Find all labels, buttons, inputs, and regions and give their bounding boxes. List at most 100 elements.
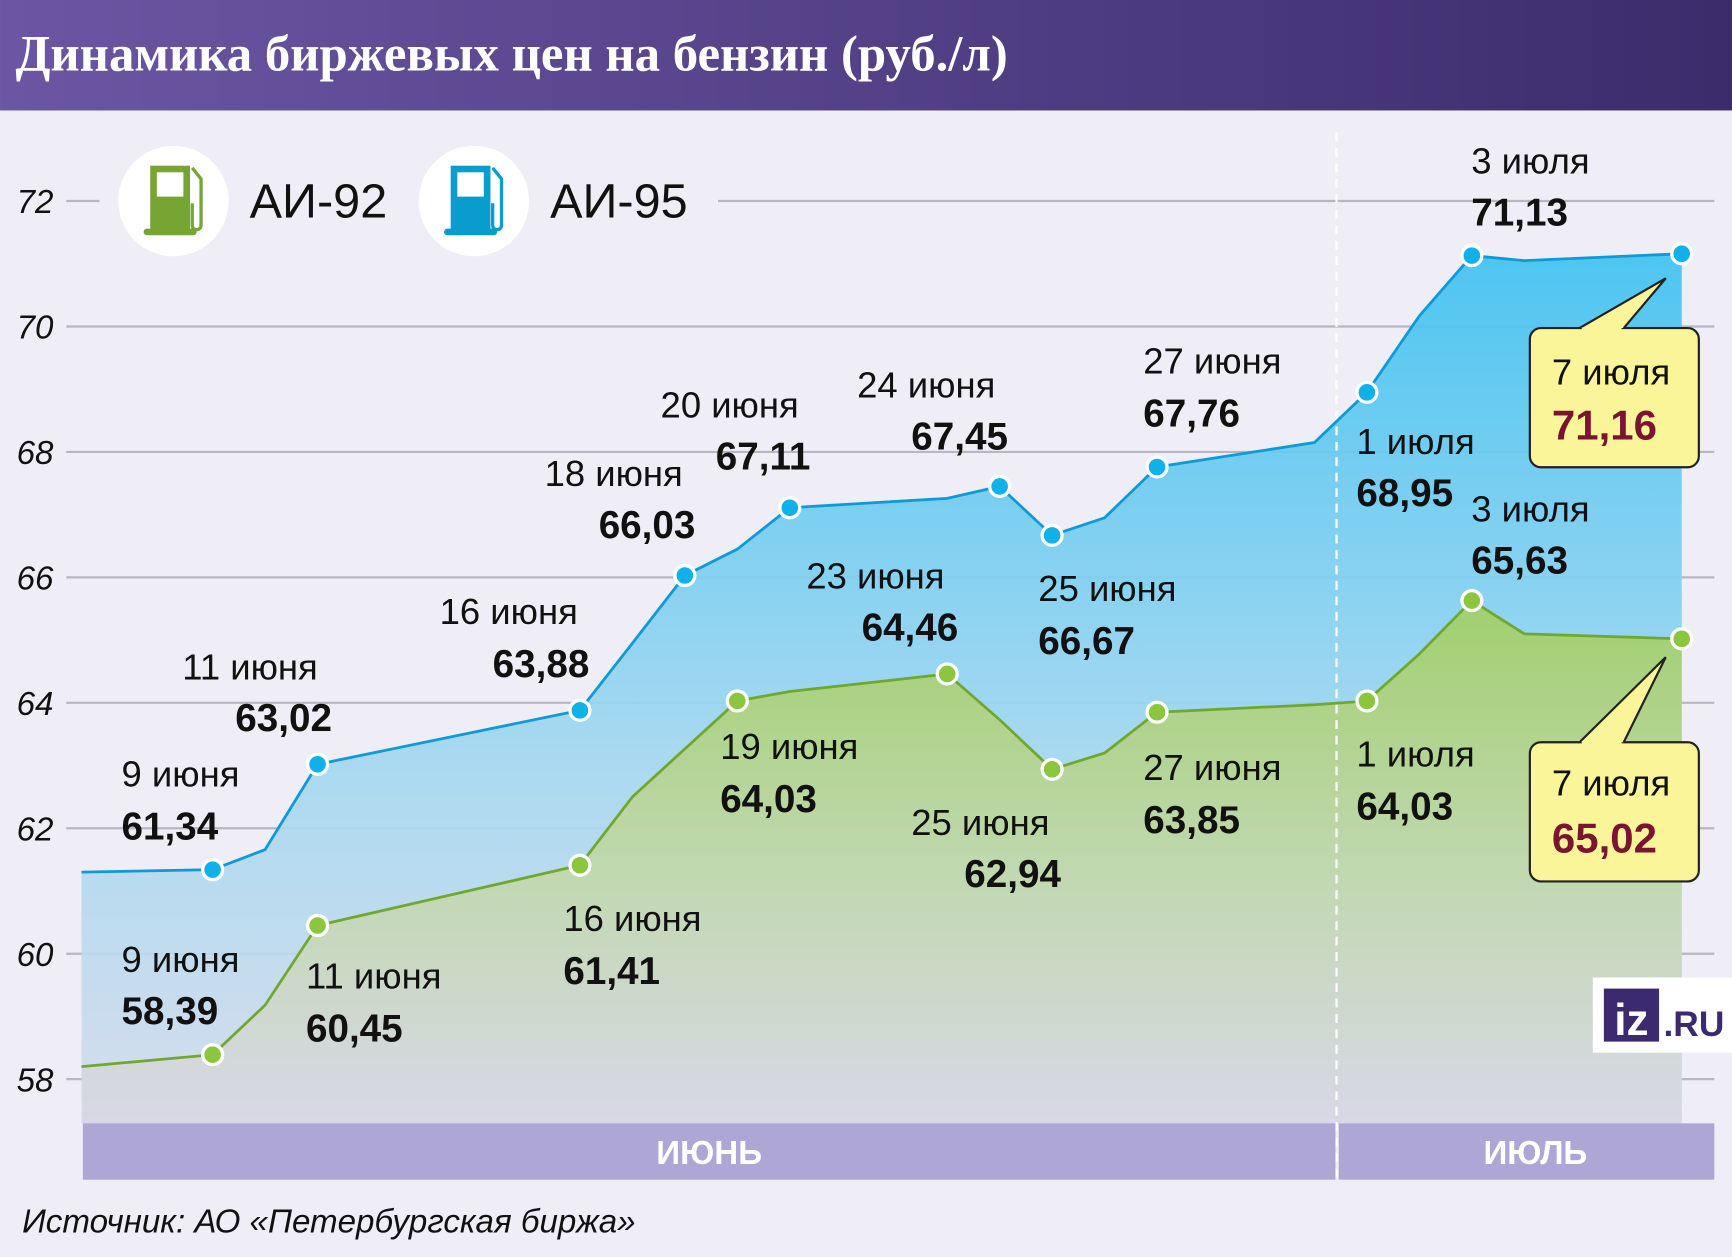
data-point <box>1460 244 1484 268</box>
date-label: 25 июня <box>1038 568 1176 609</box>
date-label: 27 июня <box>1143 340 1281 381</box>
value-label: 67,45 <box>911 416 1008 459</box>
header-bar <box>0 0 1732 111</box>
data-label: 1 июля 64,03 <box>1356 734 1474 829</box>
value-label: 71,16 <box>1552 402 1657 449</box>
value-label: 67,76 <box>1143 392 1240 435</box>
data-point <box>201 1043 225 1067</box>
value-label: 67,11 <box>716 435 811 478</box>
date-label: 1 июля <box>1356 421 1474 462</box>
date-label: 9 июня <box>122 753 240 794</box>
data-point <box>1670 627 1694 651</box>
month-label-july: ИЮЛЬ <box>1483 1135 1587 1172</box>
date-label: 1 июля <box>1356 734 1474 775</box>
month-band-june <box>82 1123 1336 1180</box>
data-label: 27 июня 63,85 <box>1143 747 1281 842</box>
data-label: 18 июня 66,03 <box>545 453 696 547</box>
value-label: 66,67 <box>1038 620 1135 663</box>
value-label: 61,34 <box>122 805 219 848</box>
area-ai92 <box>81 600 1682 1124</box>
date-label: 16 июня <box>563 898 701 939</box>
data-label: 25 июня 62,94 <box>911 802 1061 896</box>
date-label: 16 июня <box>440 591 578 632</box>
data-point <box>935 662 959 686</box>
y-tick-label: 58 <box>17 1062 54 1099</box>
callout-pointer <box>1578 656 1667 744</box>
chart-title: Динамика биржевых цен на бензин (руб./л) <box>15 26 1007 82</box>
data-label: 7 июля 71,16 <box>1528 277 1700 469</box>
date-label: 27 июня <box>1143 747 1281 788</box>
y-tick-label: 68 <box>17 435 54 472</box>
date-label: 24 июня <box>857 365 995 406</box>
data-label: 27 июня 67,76 <box>1143 340 1281 435</box>
line-ai95 <box>81 252 1682 874</box>
data-point <box>1145 700 1169 724</box>
data-label: 9 июня 61,34 <box>122 753 240 848</box>
month-label-june: ИЮНЬ <box>656 1135 762 1172</box>
value-label: 63,88 <box>493 643 590 686</box>
date-label: 9 июня <box>122 939 240 980</box>
value-label: 62,94 <box>964 853 1061 896</box>
data-point <box>673 563 697 588</box>
date-label: 3 июля <box>1471 488 1589 529</box>
data-label: 20 июня 67,11 <box>661 385 811 479</box>
data-point <box>1355 380 1379 404</box>
logo-iz: iz <box>1614 996 1648 1045</box>
y-tick-label: 66 <box>17 561 54 598</box>
data-label: 19 июня 64,03 <box>720 726 858 821</box>
data-point <box>778 496 802 520</box>
value-label: 64,46 <box>862 607 959 650</box>
date-label: 23 июня <box>806 556 944 597</box>
value-label: 61,41 <box>563 950 660 993</box>
data-point <box>1670 242 1694 266</box>
data-label: 11 июня 63,02 <box>182 646 332 740</box>
y-tick-label: 70 <box>17 310 54 347</box>
data-label: 23 июня 64,46 <box>806 556 958 650</box>
data-label: 16 июня 61,41 <box>563 898 701 993</box>
value-label: 65,63 <box>1471 539 1568 582</box>
value-label: 64,03 <box>720 778 817 821</box>
y-tick-label: 72 <box>17 184 54 221</box>
date-label: 18 июня <box>545 453 683 494</box>
value-label: 68,95 <box>1356 472 1453 515</box>
series-areas <box>81 253 1682 1124</box>
data-point <box>988 474 1012 499</box>
value-label: 60,45 <box>306 1008 403 1051</box>
legend-item-ai95: АИ-95 <box>418 145 688 257</box>
data-point <box>568 853 592 877</box>
data-label: 9 июня 58,39 <box>122 939 240 1033</box>
value-label: 71,13 <box>1471 191 1568 234</box>
value-label: 63,85 <box>1143 799 1240 842</box>
month-band-july <box>1338 1123 1715 1180</box>
value-label: 64,03 <box>1356 786 1453 829</box>
callout-pointer <box>1578 277 1667 330</box>
data-label: 1 июля 68,95 <box>1356 421 1474 515</box>
source-note: Источник: АО «Петербургская биржа» <box>22 1204 636 1241</box>
legend-label-ai92: АИ-92 <box>250 175 388 229</box>
data-label: 7 июля 65,02 <box>1528 656 1700 883</box>
value-label: 66,03 <box>599 504 696 547</box>
date-label: 11 июня <box>182 646 317 687</box>
date-label: 11 июня <box>306 956 441 997</box>
data-label: 25 июня 66,67 <box>1038 568 1176 663</box>
y-tick-label: 62 <box>17 811 54 848</box>
data-labels: 9 июня 61,34 11 июня 63,02 16 июня 63,88 18 ию… <box>122 140 1700 1051</box>
y-tick-label: 60 <box>17 937 54 974</box>
data-point <box>1145 455 1169 479</box>
fuel-pump-icon <box>444 165 504 236</box>
data-point <box>1355 689 1379 713</box>
series-lines <box>81 242 1694 1068</box>
data-point <box>725 689 749 713</box>
iz-ru-logo: iz .RU <box>1592 977 1732 1053</box>
legend: АИ-92 АИ-95 <box>99 145 718 257</box>
date-label: 20 июня <box>661 385 799 426</box>
value-label: 58,39 <box>122 990 219 1033</box>
logo-ru: .RU <box>1663 1005 1724 1044</box>
data-point <box>1460 588 1484 613</box>
data-label: 24 июня 67,45 <box>857 365 1008 459</box>
date-label: 7 июля <box>1552 762 1670 803</box>
date-label: 3 июля <box>1471 140 1589 181</box>
data-point <box>305 752 330 776</box>
fuel-pump-icon <box>143 165 203 236</box>
